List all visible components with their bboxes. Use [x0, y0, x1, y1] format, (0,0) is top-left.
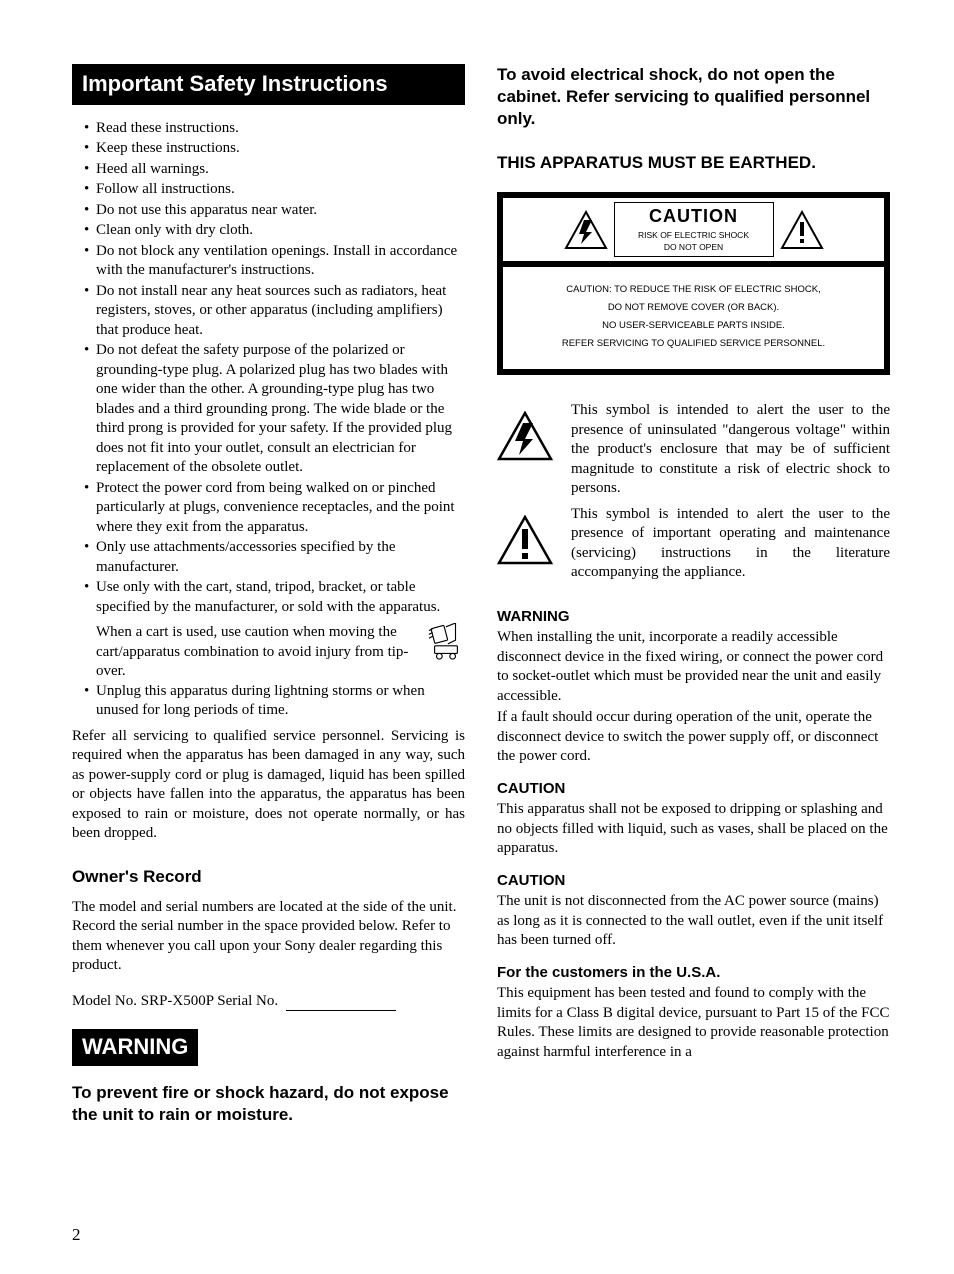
cart-bullet-text: Use only with the cart, stand, tripod, b… — [96, 579, 440, 615]
caution2-heading: CAUTION — [497, 871, 890, 891]
list-item: Unplug this apparatus during lightning s… — [84, 682, 465, 721]
usa-heading: For the customers in the U.S.A. — [497, 963, 890, 983]
caution-line: CAUTION: TO REDUCE THE RISK OF ELECTRIC … — [515, 281, 872, 299]
list-item: Do not use this apparatus near water. — [84, 201, 465, 221]
caution-line: REFER SERVICING TO QUALIFIED SERVICE PER… — [515, 335, 872, 353]
lightning-triangle-icon — [497, 411, 553, 461]
caution-sub2: DO NOT OPEN — [631, 243, 757, 253]
list-item: Follow all instructions. — [84, 180, 465, 200]
cart-tip-icon — [427, 623, 465, 661]
exclamation-triangle-icon — [497, 515, 553, 565]
list-item: Clean only with dry cloth. — [84, 221, 465, 241]
model-serial-line: Model No. SRP-X500P Serial No. — [72, 992, 465, 1012]
warning-banner: WARNING — [72, 1029, 198, 1066]
owners-record-text: The model and serial numbers are located… — [72, 898, 465, 976]
cart-continuation: When a cart is used, use caution when mo… — [96, 624, 408, 679]
owners-record-heading: Owner's Record — [72, 866, 465, 888]
caution2-text: The unit is not disconnected from the AC… — [497, 892, 890, 951]
caution1-heading: CAUTION — [497, 779, 890, 799]
list-item: Use only with the cart, stand, tripod, b… — [84, 578, 465, 617]
list-item: Only use attachments/accessories specifi… — [84, 538, 465, 577]
earthed-heading: THIS APPARATUS MUST BE EARTHED. — [497, 152, 890, 174]
list-item: Do not block any ventilation openings. I… — [84, 242, 465, 281]
caution-title: CAUTION — [631, 205, 757, 228]
caution-panel: CAUTION RISK OF ELECTRIC SHOCK DO NOT OP… — [497, 192, 890, 375]
list-item: Read these instructions. — [84, 119, 465, 139]
safety-bullets: Read these instructions. Keep these inst… — [72, 119, 465, 618]
symbol2-text: This symbol is intended to alert the use… — [571, 505, 890, 583]
caution-line: NO USER-SERVICEABLE PARTS INSIDE. — [515, 317, 872, 335]
avoid-shock-heading: To avoid electrical shock, do not open t… — [497, 64, 890, 130]
list-item: Heed all warnings. — [84, 160, 465, 180]
page-number: 2 — [72, 1224, 81, 1246]
caution1-text: This apparatus shall not be exposed to d… — [497, 800, 890, 859]
serial-field — [286, 1010, 396, 1011]
usa-text: This equipment has been tested and found… — [497, 984, 890, 1062]
servicing-paragraph: Refer all servicing to qualified service… — [72, 727, 465, 844]
caution-line: DO NOT REMOVE COVER (OR BACK). — [515, 299, 872, 317]
warning-main-text: To prevent fire or shock hazard, do not … — [72, 1082, 465, 1126]
model-label: Model No. SRP-X500P Serial No. — [72, 993, 278, 1009]
warning-p1: When installing the unit, incorporate a … — [497, 628, 890, 706]
warning-heading: WARNING — [497, 607, 890, 627]
list-item: Do not defeat the safety purpose of the … — [84, 341, 465, 478]
safety-bullets-cont: Unplug this apparatus during lightning s… — [72, 682, 465, 721]
list-item: Do not install near any heat sources suc… — [84, 282, 465, 341]
safety-instructions-banner: Important Safety Instructions — [72, 64, 465, 105]
exclamation-triangle-icon — [780, 210, 824, 250]
symbol1-text: This symbol is intended to alert the use… — [571, 401, 890, 499]
warning-p2: If a fault should occur during operation… — [497, 708, 890, 767]
caution-sub1: RISK OF ELECTRIC SHOCK — [631, 231, 757, 241]
lightning-triangle-icon — [564, 210, 608, 250]
list-item: Protect the power cord from being walked… — [84, 479, 465, 538]
list-item: Keep these instructions. — [84, 139, 465, 159]
